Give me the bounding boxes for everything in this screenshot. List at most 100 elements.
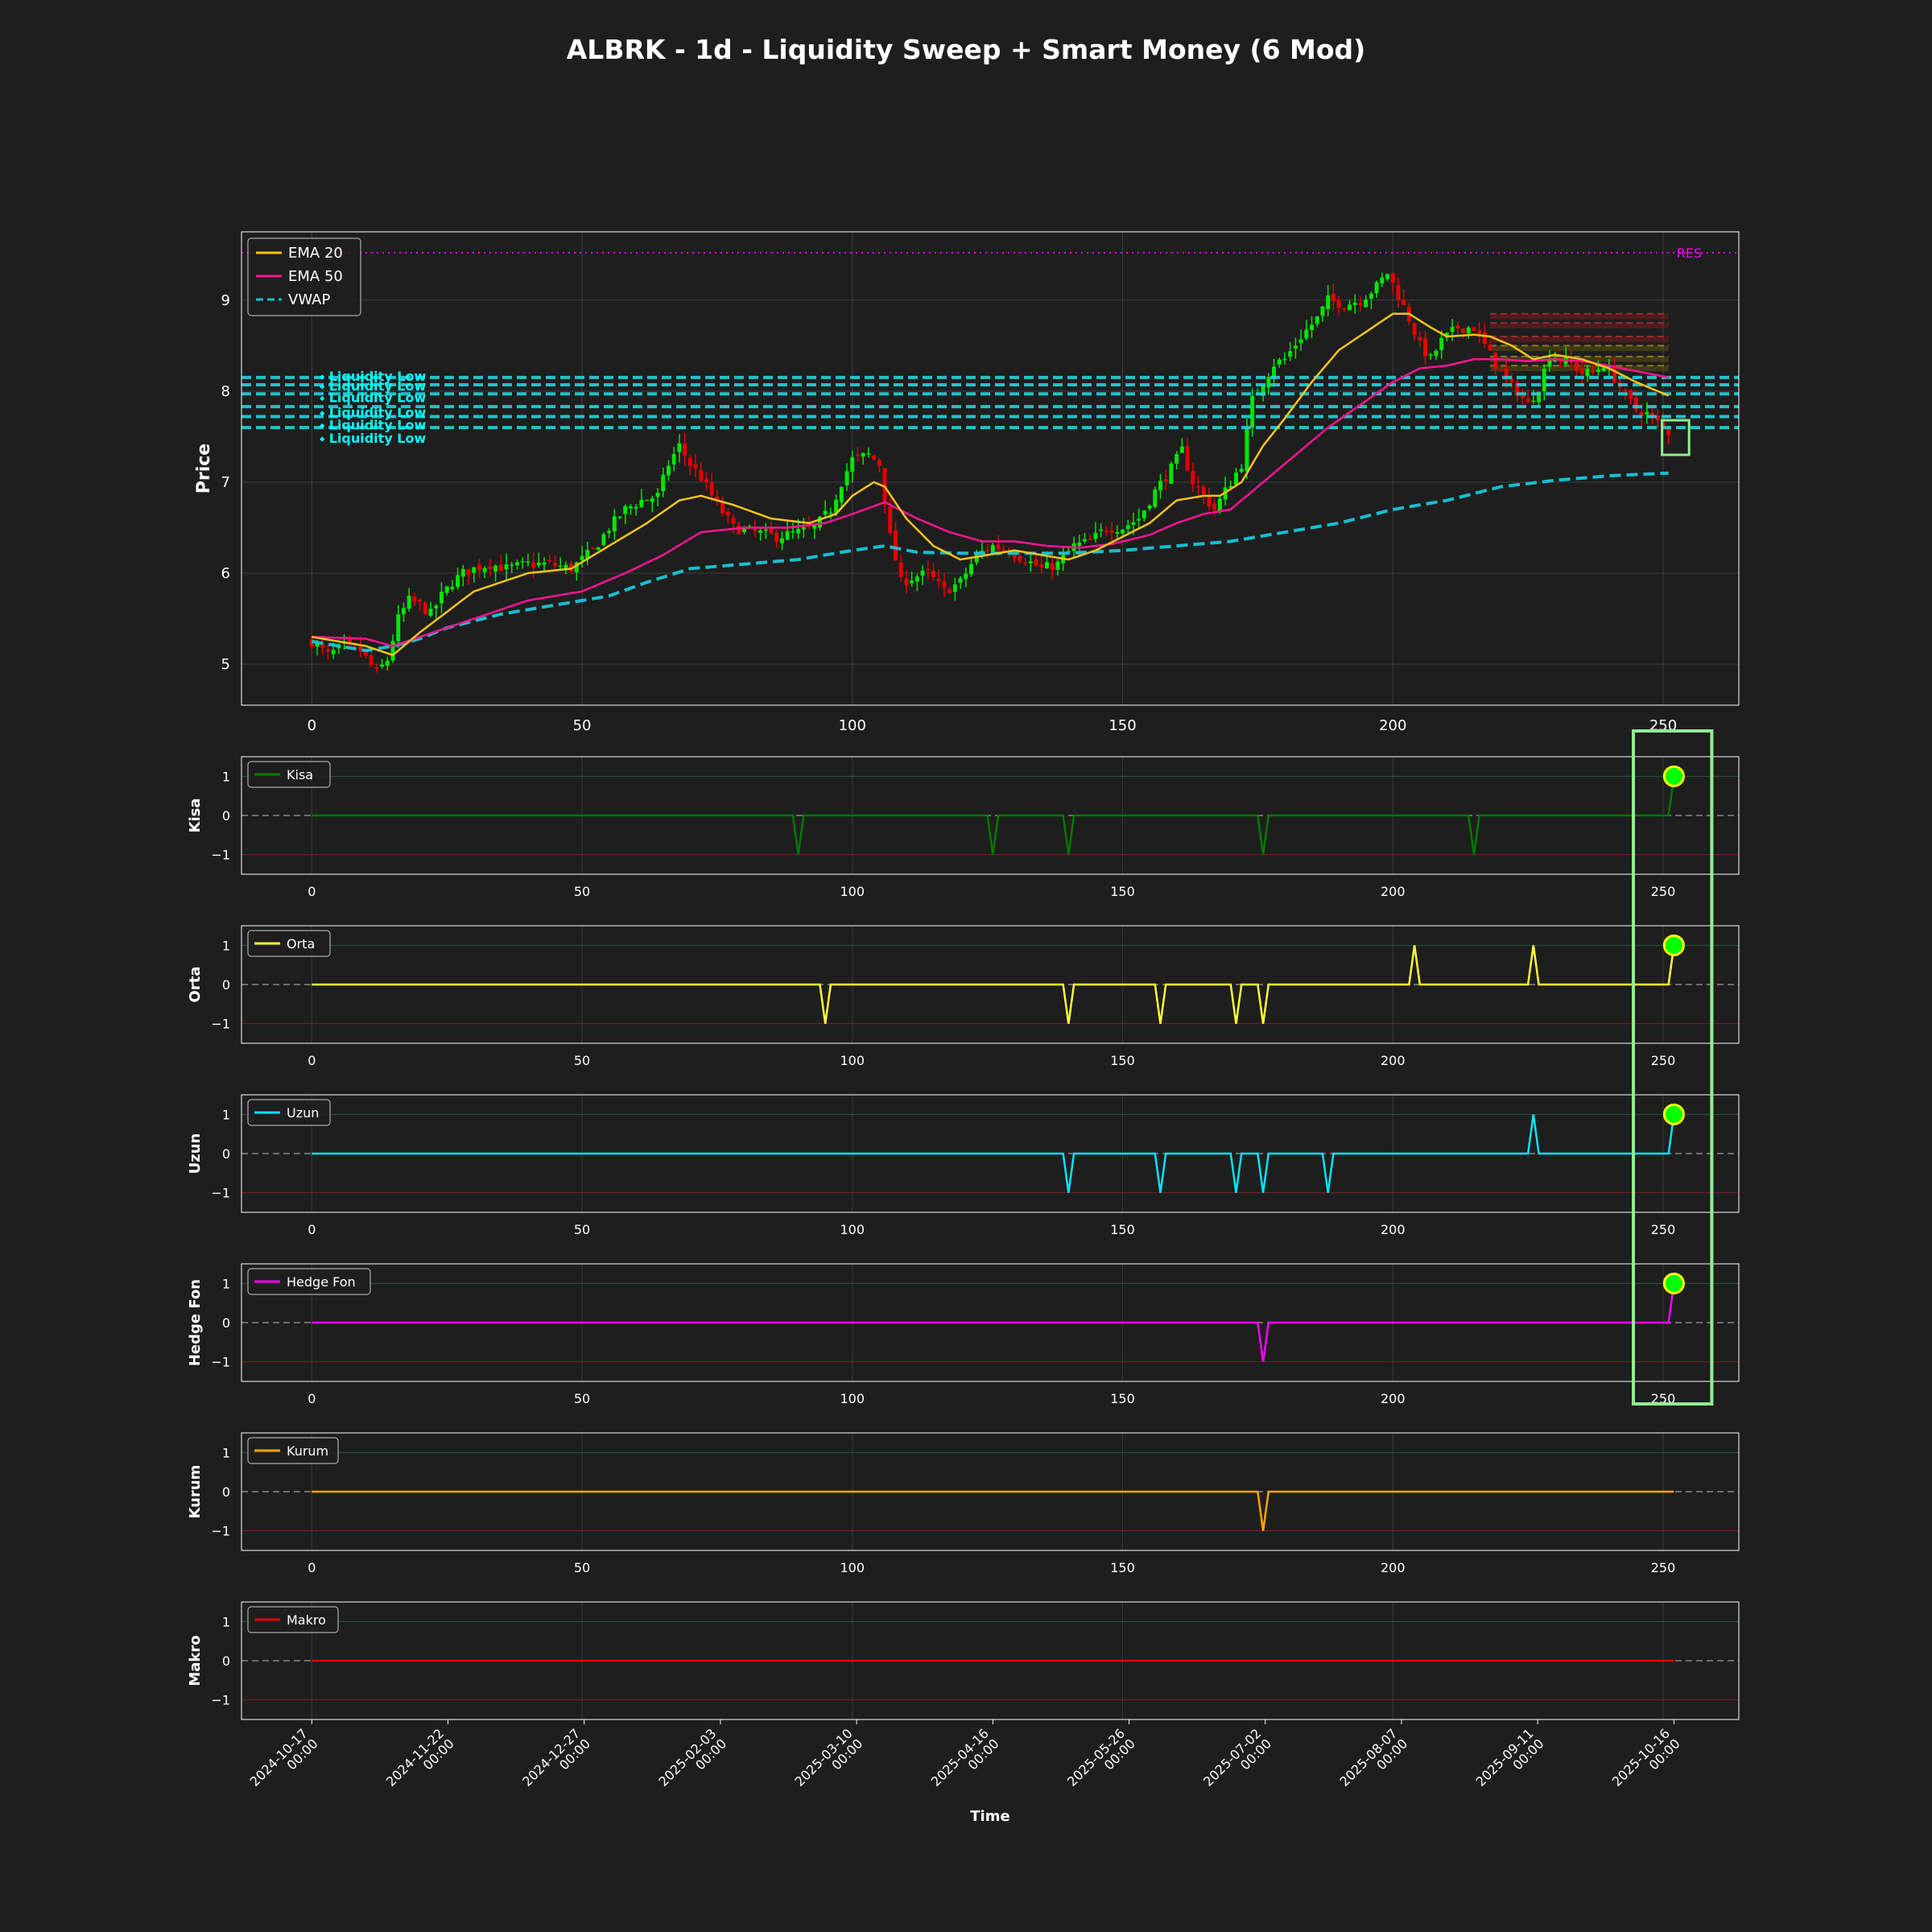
candle-body (1342, 308, 1347, 310)
candle-body (482, 568, 487, 572)
candle-body (1352, 303, 1357, 305)
price-y-tick: 9 (221, 292, 230, 309)
uzun-y-label: Uzun (187, 1133, 204, 1174)
makro-y-tick: 0 (222, 1653, 230, 1669)
candle-body (552, 563, 557, 566)
orta-x-tick: 100 (840, 1053, 865, 1068)
candle-body (1272, 366, 1277, 379)
hedge-legend-box (247, 1268, 371, 1295)
uzun-signal-line (312, 1114, 1675, 1193)
candle-body (1428, 354, 1433, 356)
candle-body (1185, 446, 1190, 471)
candle-body (1477, 330, 1482, 334)
kisa-signal-marker (1662, 765, 1685, 787)
candle-body (741, 527, 746, 532)
candle-body (763, 529, 768, 531)
candle-body (936, 579, 941, 582)
orta-x-tick: 50 (574, 1053, 590, 1068)
orta-legend-label: Orta (287, 936, 315, 952)
uzun-x-tick: 250 (1651, 1222, 1676, 1237)
hedge-signal-marker (1662, 1272, 1685, 1294)
candle-body (1579, 368, 1584, 374)
candle-body (401, 608, 406, 614)
liquidity-low-label: ⬩ Liquidity Low (319, 390, 426, 405)
candle-body (779, 538, 784, 543)
candle-body (1282, 358, 1287, 361)
kisa-y-tick: −1 (211, 848, 230, 863)
candle-body (1455, 325, 1460, 329)
candle-body (796, 529, 801, 534)
order-block-zone (1490, 313, 1669, 320)
candle-body (617, 516, 622, 518)
orta-x-tick: 200 (1381, 1053, 1406, 1068)
candle-body (791, 530, 795, 533)
candle-body (558, 565, 563, 568)
candle-body (564, 564, 568, 568)
price-x-tick: 100 (839, 717, 866, 734)
candle-body (466, 568, 471, 576)
candle-body (952, 584, 957, 592)
candle-body (1109, 530, 1114, 533)
candle-body (666, 465, 671, 476)
price-y-label: Price (194, 444, 214, 493)
candle-body (737, 525, 741, 535)
candle-body (1450, 327, 1455, 332)
candle-body (1201, 486, 1206, 495)
candle-body (1099, 529, 1104, 531)
candle-body (1607, 365, 1612, 368)
candle-body (942, 581, 947, 588)
uzun-x-tick: 0 (308, 1222, 316, 1237)
candle-body (1461, 328, 1466, 333)
candle-body (1217, 498, 1222, 513)
candle-body (472, 567, 477, 573)
orta-y-tick: 0 (222, 977, 230, 993)
kisa-legend-box (247, 761, 331, 788)
panel-frame (241, 1432, 1740, 1551)
uzun-legend-label: Uzun (287, 1105, 319, 1121)
candle-body (1596, 369, 1600, 372)
legend-label-vwap: VWAP (288, 291, 330, 308)
makro-legend-box (247, 1606, 339, 1633)
hedge-x-tick: 100 (840, 1391, 865, 1406)
candle-body (866, 453, 871, 455)
candle-body (320, 643, 325, 648)
candle-body (914, 576, 919, 582)
kurum-x-tick: 0 (308, 1560, 316, 1575)
resistance-label: RES (1677, 246, 1702, 261)
candle-body (1645, 411, 1649, 415)
candle-body (1542, 369, 1546, 392)
candle-body (520, 560, 525, 563)
last-candle-highlight (1661, 419, 1690, 456)
candle-body (358, 646, 363, 652)
kurum-x-tick: 250 (1651, 1560, 1676, 1575)
candle-body (1385, 274, 1390, 279)
candle-body (898, 562, 903, 577)
candle-body (596, 547, 601, 551)
candle-body (498, 564, 503, 572)
candle-body (1153, 489, 1158, 507)
kisa-legend-label: Kisa (287, 767, 313, 782)
orta-y-tick: −1 (211, 1017, 230, 1032)
panel-frame (241, 1094, 1740, 1213)
candle-body (418, 600, 423, 602)
candle-body (834, 499, 839, 514)
candle-body (542, 562, 547, 565)
candle-body (412, 597, 417, 602)
candle-body (1125, 525, 1130, 530)
candle-body (1077, 542, 1082, 547)
candle-body (1023, 562, 1028, 564)
candle-body (1191, 471, 1195, 485)
candle-body (769, 528, 774, 534)
candle-body (1174, 454, 1179, 464)
price-x-tick: 0 (308, 717, 316, 734)
candle-body (504, 564, 509, 570)
candle-body (363, 649, 368, 656)
candle-body (1228, 486, 1233, 488)
hedge-y-tick: 1 (222, 1276, 230, 1291)
candle-body (1633, 397, 1638, 411)
candle-body (396, 614, 401, 642)
candle-body (1131, 522, 1136, 525)
